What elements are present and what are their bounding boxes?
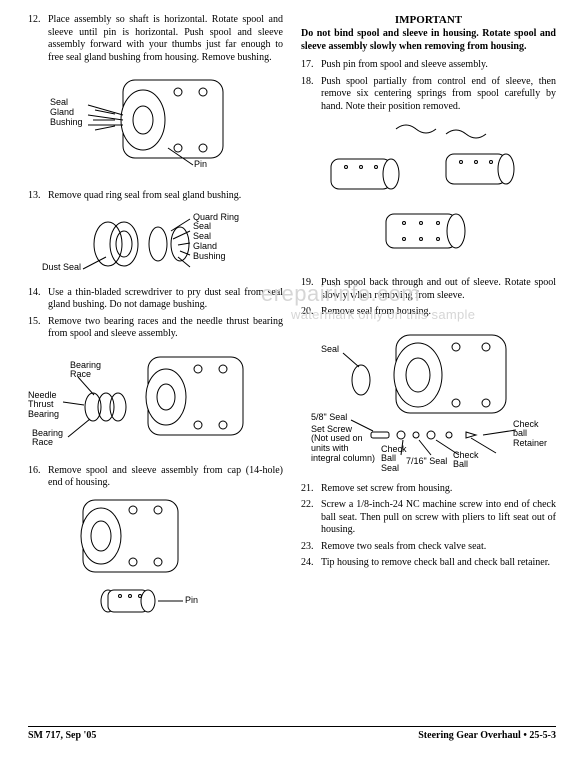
figure-12: Seal Gland Bushing Pin xyxy=(28,70,283,182)
spool-removal-icon xyxy=(28,496,278,626)
figure-16: Pin xyxy=(28,496,283,626)
label-dust-seal: Dust Seal xyxy=(42,263,81,273)
label-pin-2: Pin xyxy=(185,596,198,606)
figure-20: Seal 5/8" Seal Set Screw (Not used on un… xyxy=(301,325,556,475)
step-21: 21. Remove set screw from housing. xyxy=(301,483,556,496)
step-number: 16. xyxy=(28,465,48,490)
step-number: 22. xyxy=(301,499,321,537)
step-text: Tip housing to remove check ball and che… xyxy=(321,557,556,570)
step-text: Place assembly so shaft is horizontal. R… xyxy=(48,14,283,64)
step-14: 14. Use a thin-bladed screwdriver to pry… xyxy=(28,287,283,312)
label-five-eighth: 5/8" Seal xyxy=(311,413,347,423)
step-text: Use a thin-bladed screwdriver to pry dus… xyxy=(48,287,283,312)
step-text: Push spool partially from control end of… xyxy=(321,76,556,114)
step-number: 24. xyxy=(301,557,321,570)
left-column: 12. Place assembly so shaft is horizonta… xyxy=(28,14,283,714)
footer-right: Steering Gear Overhaul • 25-5-3 xyxy=(418,730,556,741)
label-bearing-race-2: Bearing Race xyxy=(32,429,63,449)
step-15: 15. Remove two bearing races and the nee… xyxy=(28,316,283,341)
step-12: 12. Place assembly so shaft is horizonta… xyxy=(28,14,283,64)
step-text: Push pin from spool and sleeve assembly. xyxy=(321,59,556,72)
label-needle-thrust: Needle Thrust Bearing xyxy=(28,391,59,421)
step-13: 13. Remove quad ring seal from seal glan… xyxy=(28,190,283,203)
figure-13: Dust Seal Quard Ring Seal Seal Gland Bus… xyxy=(28,209,283,279)
watermark-main: erepairinfo.com xyxy=(261,281,420,307)
page-columns: 12. Place assembly so shaft is horizonta… xyxy=(28,14,556,714)
step-23: 23. Remove two seals from check valve se… xyxy=(301,541,556,554)
label-seven-sixteenth: 7/16" Seal xyxy=(406,457,447,467)
watermark-sub: watermark only on this sample xyxy=(291,307,475,322)
step-number: 18. xyxy=(301,76,321,114)
label-seal: Seal xyxy=(321,345,339,355)
label-set-screw: Set Screw (Not used on units with integr… xyxy=(311,425,375,465)
step-text: Remove spool and sleeve assembly from ca… xyxy=(48,465,283,490)
label-check-ball: Check Ball xyxy=(453,451,479,471)
label-quad-ring-stack: Quard Ring Seal Seal Gland Bushing xyxy=(193,213,239,262)
page-footer: SM 717, Sep '05 Steering Gear Overhaul •… xyxy=(28,726,556,741)
footer-left: SM 717, Sep '05 xyxy=(28,730,96,741)
step-number: 13. xyxy=(28,190,48,203)
label-seal-gland-bushing: Seal Gland Bushing xyxy=(50,98,83,128)
step-number: 23. xyxy=(301,541,321,554)
step-text: Remove two seals from check valve seat. xyxy=(321,541,556,554)
figure-15: Bearing Race Needle Thrust Bearing Beari… xyxy=(28,347,283,457)
step-number: 21. xyxy=(301,483,321,496)
step-text: Remove two bearing races and the needle … xyxy=(48,316,283,341)
step-text: Remove set screw from housing. xyxy=(321,483,556,496)
step-text: Remove quad ring seal from seal gland bu… xyxy=(48,190,283,203)
step-16: 16. Remove spool and sleeve assembly fro… xyxy=(28,465,283,490)
step-number: 15. xyxy=(28,316,48,341)
bearing-assembly-icon xyxy=(28,347,278,457)
step-18: 18. Push spool partially from control en… xyxy=(301,76,556,114)
right-column: IMPORTANT Do not bind spool and sleeve i… xyxy=(301,14,556,714)
step-22: 22. Screw a 1/8-inch-24 NC machine screw… xyxy=(301,499,556,537)
important-body: Do not bind spool and sleeve in housing.… xyxy=(301,28,556,53)
figure-18 xyxy=(301,119,556,269)
spring-spool-icon xyxy=(301,119,551,269)
label-pin: Pin xyxy=(194,160,207,170)
label-check-ball-seal: Check Ball Seal xyxy=(381,445,407,475)
label-check-ball-retainer: Check ball Retainer xyxy=(513,420,547,450)
step-number: 17. xyxy=(301,59,321,72)
step-17: 17. Push pin from spool and sleeve assem… xyxy=(301,59,556,72)
step-number: 12. xyxy=(28,14,48,64)
step-text: Screw a 1/8-inch-24 NC machine screw int… xyxy=(321,499,556,537)
step-number: 14. xyxy=(28,287,48,312)
step-24: 24. Tip housing to remove check ball and… xyxy=(301,557,556,570)
label-bearing-race-1: Bearing Race xyxy=(70,361,101,381)
important-heading: IMPORTANT xyxy=(301,14,556,26)
